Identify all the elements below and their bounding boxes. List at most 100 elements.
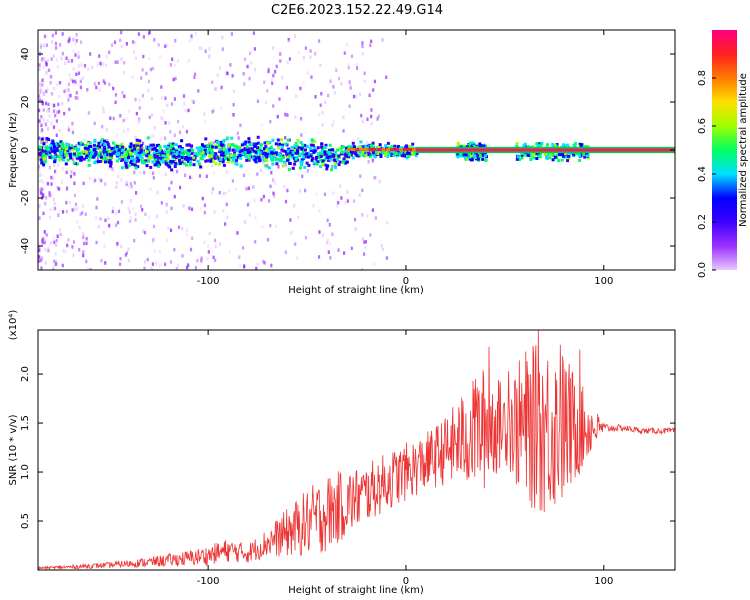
spectrogram-noise-cell	[53, 163, 56, 168]
spectrogram-band-cell	[280, 158, 283, 161]
spectrogram-noise-cell	[185, 228, 188, 232]
spectrogram-band-cell	[106, 156, 110, 160]
spectrogram-noise-cell	[102, 62, 105, 66]
spectrogram-noise-cell	[50, 182, 53, 186]
spectrogram-band-cell	[368, 155, 372, 158]
spectrogram-band-cell	[134, 152, 138, 156]
spectrogram-noise-cell	[208, 231, 211, 236]
spectrogram-noise-cell	[267, 69, 270, 74]
spectrogram-peak-cell	[359, 148, 364, 152]
spectrogram-noise-cell	[274, 69, 277, 74]
spectrogram-noise-cell	[61, 32, 64, 36]
spectrogram-band-cell	[84, 150, 88, 154]
spectrogram-noise-cell	[197, 89, 200, 93]
spectrogram-noise-cell	[68, 107, 71, 112]
spectrogram-noise-cell	[200, 256, 203, 261]
spectrogram-band-cell	[255, 153, 259, 157]
spectrogram-noise-cell	[78, 248, 81, 252]
snr-x-label: Height of straight line (km)	[288, 585, 424, 596]
spectrogram-band-cell	[300, 158, 304, 162]
spectrogram-band-cell	[190, 151, 194, 155]
spectrogram-band-cell	[206, 150, 210, 154]
spectrogram-band-cell	[118, 157, 122, 161]
spectrogram-noise-cell	[245, 187, 248, 191]
spectrogram-noise-cell	[370, 122, 373, 126]
spectrogram-band-cell	[177, 154, 181, 158]
spectrogram-noise-cell	[83, 64, 87, 68]
spectrogram-band-cell	[169, 146, 173, 150]
spectrogram-noise-cell	[221, 47, 224, 51]
spectrogram-noise-cell	[370, 39, 373, 44]
spectrogram-band-cell	[202, 154, 206, 158]
spectrogram-band-cell	[311, 143, 315, 147]
spectrogram-band-cell	[278, 142, 282, 146]
spectrogram-noise-cell	[189, 247, 193, 252]
spectrogram-noise-cell	[161, 117, 164, 121]
spectrogram-band-cell	[407, 144, 411, 148]
spectrogram-noise-cell	[361, 119, 364, 124]
spectrogram-band-cell	[301, 143, 305, 147]
spectrogram-band-cell	[567, 154, 570, 158]
spectrogram-noise-cell	[58, 109, 61, 114]
spectrogram-band-cell	[299, 141, 303, 145]
colorbar: 0.00.20.40.60.8 Normalized spectral ampl…	[697, 30, 749, 278]
spectrogram-band-cell	[284, 150, 288, 154]
spectrogram-band-cell	[46, 148, 50, 152]
spectrogram-noise-cell	[142, 35, 145, 39]
spectrogram-noise-cell	[246, 64, 249, 69]
spectrogram-noise-cell	[385, 256, 388, 260]
spectrogram-band-cell	[324, 163, 328, 167]
spectrogram-noise-cell	[72, 37, 75, 42]
spectrogram-noise-cell	[78, 248, 81, 252]
spectrogram-noise-cell	[363, 240, 366, 244]
spectrogram-band-cell	[307, 155, 310, 159]
spectrogram-band-cell	[70, 144, 74, 148]
spectrogram-band-cell	[137, 142, 141, 145]
spectrogram-band-cell	[326, 150, 330, 154]
x-tick-label: -100	[197, 576, 220, 587]
spectrogram-noise-cell	[127, 258, 130, 263]
spectrogram-band-cell	[203, 148, 207, 152]
spectrogram-noise-cell	[248, 76, 251, 81]
spectrogram-band-cell	[516, 155, 520, 159]
spectrogram-noise-cell	[42, 211, 45, 216]
spectrogram-band-cell	[287, 167, 291, 171]
spectrogram-noise-cell	[158, 249, 161, 254]
spectrogram-noise-cell	[44, 261, 47, 265]
spectrogram-noise-cell	[319, 63, 322, 68]
spectrogram-band-cell	[337, 163, 341, 167]
spectrogram-noise-cell	[285, 165, 288, 169]
spectrogram-noise-cell	[156, 190, 159, 195]
spectrogram-noise-cell	[85, 259, 88, 264]
spectrogram-noise-cell	[278, 97, 281, 101]
spectrogram-noise-cell	[55, 259, 58, 264]
spectrogram-band-cell	[201, 144, 205, 148]
spectrogram-band-cell	[362, 154, 366, 158]
spectrogram-noise-cell	[353, 199, 356, 203]
spectrogram-noise-cell	[256, 172, 259, 176]
spectrogram-band-cell	[78, 156, 82, 160]
spectrogram-band-cell	[378, 143, 382, 147]
spectrogram-noise-cell	[337, 201, 340, 205]
spectrogram-noise-cell	[54, 41, 57, 46]
spectrogram-band-cell	[337, 154, 341, 158]
spectrogram-noise-cell	[50, 75, 53, 79]
spectrogram-noise-cell	[348, 104, 351, 108]
spectrogram-noise-cell	[66, 186, 69, 190]
spectrogram-band-cell	[484, 158, 488, 162]
spectrogram-noise-cell	[277, 144, 280, 148]
spectrogram-band-cell	[125, 159, 129, 163]
spectrogram-band-cell	[117, 152, 121, 156]
spectrogram-band-cell	[231, 148, 235, 152]
spectrogram-noise-cell	[42, 194, 45, 199]
spectrogram-noise-cell	[47, 245, 50, 249]
spectrogram-band-cell	[87, 163, 91, 167]
spectrogram-band-cell	[93, 152, 96, 156]
spectrogram-noise-cell	[78, 225, 81, 230]
spectrogram-band-cell	[468, 141, 472, 145]
spectrogram-band-cell	[522, 152, 526, 156]
spectrogram-noise-cell	[134, 97, 137, 102]
spectrogram-band-cell	[63, 150, 67, 154]
spectrogram-noise-cell	[288, 57, 291, 61]
spectrogram-band-cell	[239, 164, 243, 168]
